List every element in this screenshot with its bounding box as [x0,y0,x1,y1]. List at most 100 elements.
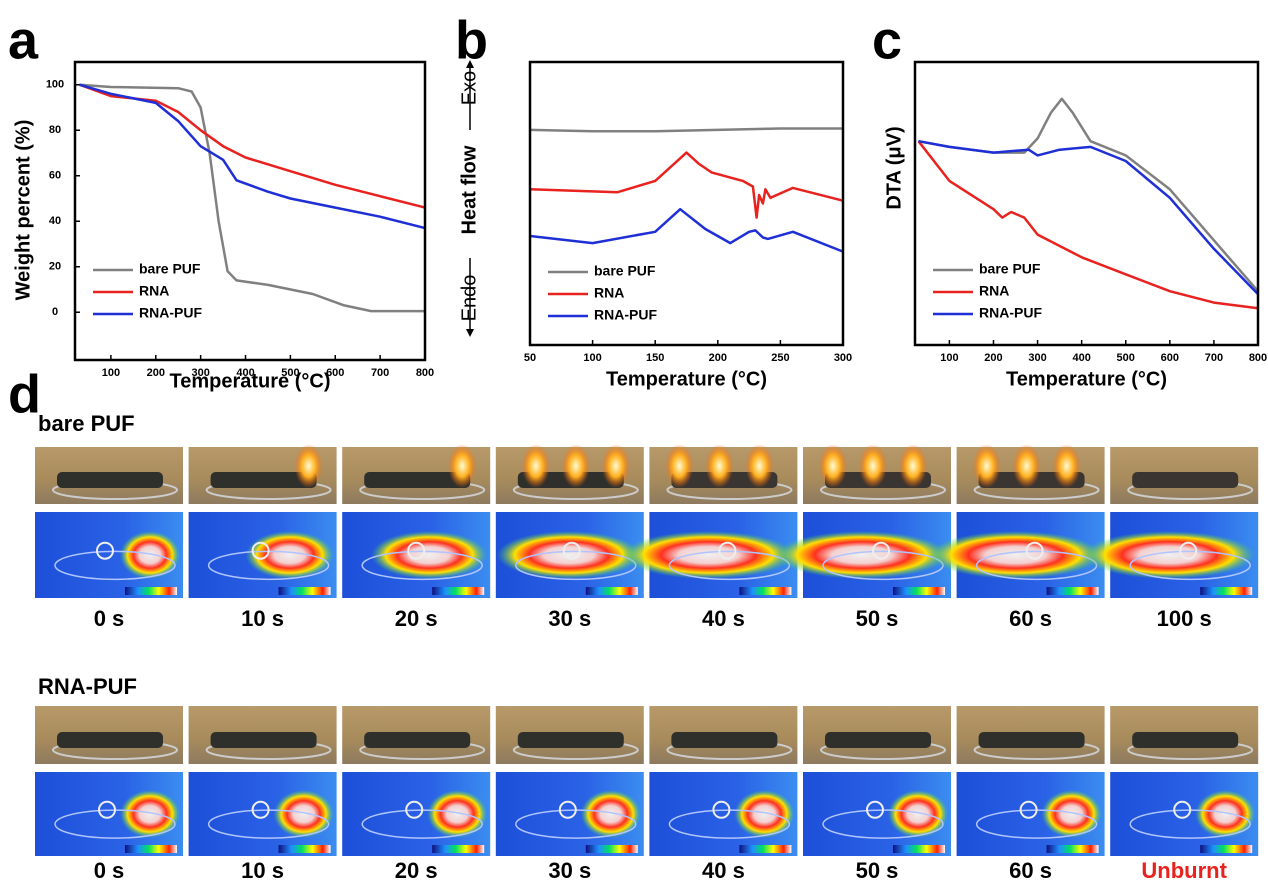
hot-zone [929,531,1102,579]
foam [57,472,163,488]
hot-zone [734,790,795,838]
foam [364,472,471,488]
crosshair [712,800,731,819]
foam [825,732,931,748]
flame [705,444,734,488]
color-bar [585,845,638,853]
color-bar [125,845,177,853]
hot-zone [1195,790,1256,838]
y-axis-label: DTA (μV) [883,126,905,209]
y-axis-label: Weight percent (%) [12,120,34,301]
photo-grid [35,444,1259,856]
hot-zone [776,531,948,579]
legend-label: RNA-PUF [594,307,657,323]
crosshair [407,541,426,560]
y-tick-label: 60 [49,170,61,182]
hot-zone [888,790,948,838]
hot-zone [1041,790,1102,838]
hot-zone [120,790,180,838]
flame [972,444,1001,488]
x-tick-label: 700 [1205,352,1223,364]
foam [671,732,778,748]
x-tick-label: 400 [1072,352,1090,364]
x-tick-label: 100 [102,367,120,379]
x-tick-label: 200 [984,352,1002,364]
x-tick-label: 100 [583,352,601,364]
color-bar [893,587,945,595]
color-bar [432,845,485,853]
y-axis-label: Heat flow [458,145,480,234]
flame [561,444,590,488]
x-axis-label: Temperature (°C) [170,370,331,392]
series-line [917,140,1259,310]
foam [517,732,624,748]
crosshair [718,541,737,560]
hot-zone [245,531,334,579]
plot-frame [528,60,845,347]
time-label: 10 s [241,606,284,631]
flame [1052,444,1081,488]
crosshair [562,541,581,560]
crosshair [96,541,114,560]
flame [294,444,323,488]
color-bar [1200,845,1253,853]
flame [859,444,887,488]
crosshair [405,800,424,819]
arrow-head [466,329,474,337]
panel-label: b [455,10,488,70]
panel-label: d [8,364,41,424]
x-tick-label: 300 [191,367,209,379]
color-bar [278,845,331,853]
x-tick-label: 150 [646,352,664,364]
time-label: 100 s [1157,606,1212,631]
hot-zone [1083,531,1256,579]
x-tick-label: 200 [147,367,165,379]
color-bar [1046,845,1099,853]
flame [448,444,477,488]
series-line [529,127,843,133]
color-bar [739,845,792,853]
time-label: 30 s [548,858,591,883]
x-tick-label: 400 [236,367,254,379]
flame [521,444,550,488]
crosshair [251,800,270,819]
color-bar [893,845,945,853]
legend-label: bare PUF [594,263,656,279]
flame [665,444,694,488]
foam [1132,732,1239,748]
time-label: 50 s [856,858,899,883]
flame [899,444,927,488]
time-label: Unburnt [1141,858,1227,883]
group-label: RNA-PUF [38,674,137,699]
hot-zone [622,531,795,579]
time-label: 30 s [548,606,591,631]
time-label: 0 s [94,606,125,631]
time-label: 60 s [1009,858,1052,883]
series-line [529,151,844,219]
dish-outline [54,550,176,581]
series-line [79,83,425,313]
legend-label: bare PUF [979,261,1041,277]
time-label: 60 s [1009,606,1052,631]
flame [601,444,630,488]
y-tick-label: 0 [52,306,58,318]
x-tick-label: 600 [326,367,344,379]
x-tick-label: 500 [281,367,299,379]
series-line [79,83,426,230]
crosshair [866,800,884,819]
x-tick-label: 300 [834,352,852,364]
time-label: 10 s [241,858,284,883]
color-bar [125,587,177,595]
plot-frame [73,60,427,362]
legend-label: RNA-PUF [979,305,1042,321]
crosshair [1025,541,1044,560]
x-axis-label: Temperature (°C) [606,368,767,390]
legend-label: RNA-PUF [139,305,202,321]
hot-zone [580,790,641,838]
x-tick-label: 600 [1161,352,1179,364]
color-bar [1200,587,1253,595]
crosshair [872,541,890,560]
color-bar [585,587,638,595]
y-tick-label: 20 [49,261,61,273]
dish-outline [361,550,483,581]
